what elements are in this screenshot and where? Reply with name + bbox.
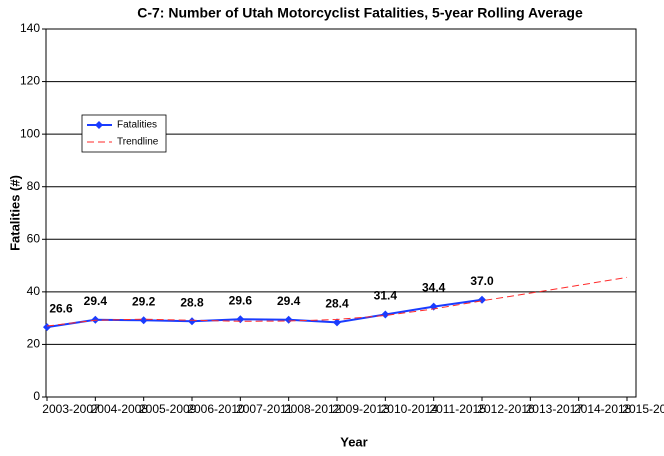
y-axis-label: Fatalities (#) (7, 175, 22, 251)
y-tick-label: 80 (27, 179, 41, 193)
x-tick-label: 2011-2015 (429, 402, 486, 416)
x-tick-label: 2004-2008 (91, 402, 149, 416)
point-marker (91, 315, 100, 324)
data-label: 37.0 (470, 274, 494, 288)
x-tick-label: 2012-2016 (477, 402, 535, 416)
point-marker (139, 316, 148, 325)
x-tick-label: 2005-2009 (139, 402, 197, 416)
x-tick-label: 2010-2014 (381, 402, 439, 416)
x-tick-label: 2015-2019 (622, 402, 664, 416)
point-marker (478, 295, 486, 304)
legend-label: Trendline (117, 137, 159, 148)
y-tick-label: 100 (20, 126, 40, 140)
legend-label: Fatalities (117, 120, 157, 131)
x-tick-label: 2007-2011 (236, 402, 293, 416)
data-label: 28.4 (325, 297, 349, 311)
x-tick-label: 2013-2017 (526, 402, 584, 416)
x-tick-label: 2003-2007 (42, 402, 100, 416)
y-tick-label: 60 (27, 231, 41, 245)
y-tick-label: 20 (27, 337, 41, 351)
x-axis-label: Year (340, 434, 367, 449)
data-label: 34.4 (422, 281, 446, 295)
chart-title: C-7: Number of Utah Motorcyclist Fatalit… (137, 5, 583, 21)
y-tick-label: 0 (33, 389, 40, 403)
y-tick-label: 120 (20, 74, 40, 88)
plot-area (45, 28, 637, 398)
legend-box (81, 114, 167, 153)
series-line (46, 276, 628, 327)
point-marker (333, 318, 341, 327)
x-tick-label: 2014-2018 (574, 402, 632, 416)
data-label: 29.4 (84, 294, 108, 308)
point-marker (43, 323, 51, 332)
point-marker (188, 317, 196, 326)
x-tick-label: 2006-2010 (187, 402, 245, 416)
data-label: 31.4 (374, 289, 398, 303)
data-label: 26.6 (49, 301, 73, 315)
x-tick-label: 2008-2012 (284, 402, 342, 416)
y-tick-label: 40 (27, 284, 41, 298)
data-label: 28.8 (180, 295, 204, 309)
legend-marker (95, 121, 103, 129)
point-marker (381, 310, 390, 319)
data-label: 29.4 (277, 294, 301, 308)
data-label: 29.6 (229, 293, 253, 307)
point-marker (284, 315, 293, 324)
data-label: 29.2 (132, 294, 156, 308)
y-tick-label: 140 (20, 21, 40, 35)
x-tick-label: 2009-2013 (332, 402, 390, 416)
